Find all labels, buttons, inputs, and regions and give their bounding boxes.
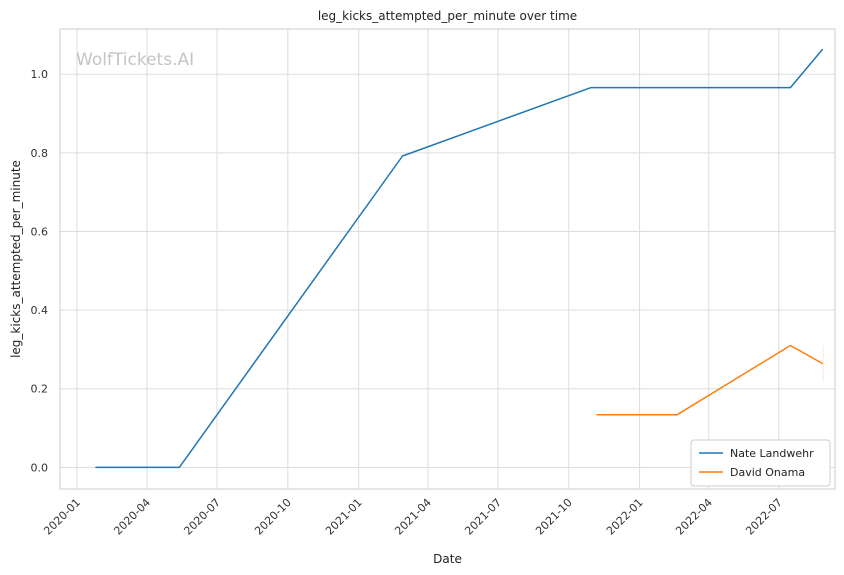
x-tick-label: 2022-07 <box>743 496 785 538</box>
legend-box <box>690 439 831 487</box>
series-lines <box>95 48 824 469</box>
x-tick-label: 2020-10 <box>252 496 294 538</box>
y-tick-label: 0.6 <box>31 225 49 238</box>
chart-title: leg_kicks_attempted_per_minute over time <box>318 9 577 23</box>
x-tick-label: 2021-07 <box>462 496 504 538</box>
x-tick-label: 2021-04 <box>392 496 434 538</box>
x-tick-label: 2021-10 <box>533 496 575 538</box>
y-tick-label: 0.0 <box>31 461 49 474</box>
y-axis-title: leg_kicks_attempted_per_minute <box>9 160 23 358</box>
y-tick-label: 1.0 <box>31 68 49 81</box>
plot-area <box>59 28 836 490</box>
x-tick-label: 2020-01 <box>41 496 83 538</box>
x-tick-label: 2020-04 <box>111 496 153 538</box>
x-tick-label: 2022-04 <box>673 496 715 538</box>
series-line-1 <box>596 344 824 416</box>
legend-label: David Onama <box>730 466 805 479</box>
x-tick-label: 2021-01 <box>323 496 365 538</box>
series-line-0 <box>95 48 824 469</box>
y-tick-label: 0.4 <box>31 304 49 317</box>
y-tick-labels: 0.0 0.2 0.4 0.6 0.8 1.0 <box>31 68 49 474</box>
y-tick-label: 0.2 <box>31 383 49 396</box>
x-axis-title: Date <box>433 552 462 566</box>
legend: Nate Landwehr David Onama <box>690 439 831 487</box>
x-tick-label: 2020-07 <box>181 496 223 538</box>
grid <box>60 29 835 489</box>
x-tick-label: 2022-01 <box>604 496 646 538</box>
watermark: WolfTickets.AI <box>76 50 194 70</box>
legend-label: Nate Landwehr <box>730 447 814 460</box>
y-tick-label: 0.8 <box>31 147 49 160</box>
x-tick-labels: 2020-01 2020-04 2020-07 2020-10 2021-01 2021-… <box>41 496 785 538</box>
